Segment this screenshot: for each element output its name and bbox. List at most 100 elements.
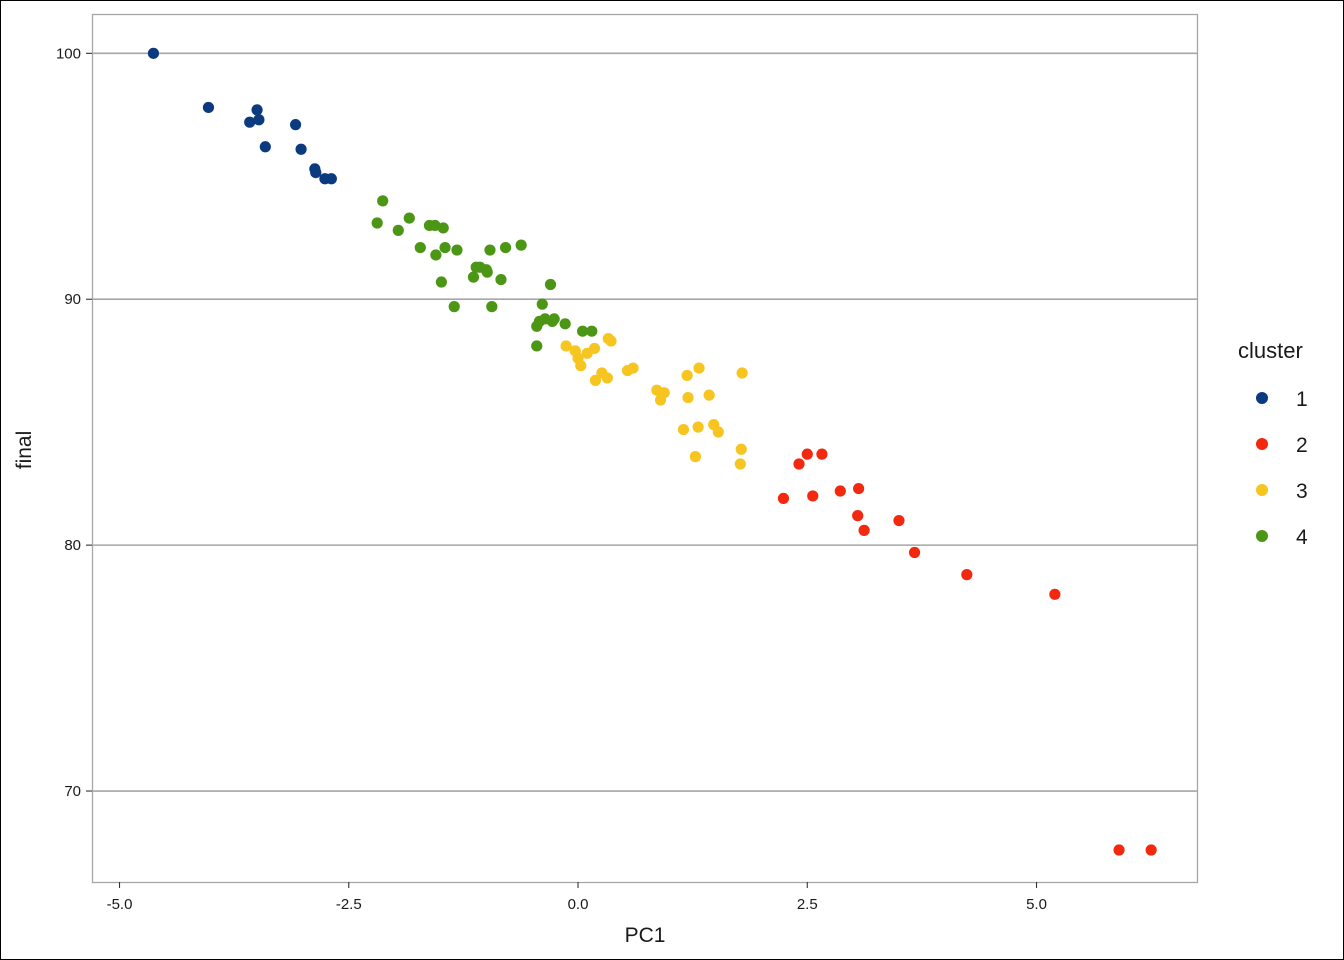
data-point [377,195,389,207]
data-point [693,362,705,374]
data-point [515,239,527,251]
data-point [605,335,617,347]
data-point [682,391,694,404]
data-point [251,104,263,116]
data-point [853,482,865,495]
data-point [295,143,307,155]
data-point [495,273,507,286]
data-point [430,249,442,261]
y-axis: 70 80 90 100 [56,45,92,800]
data-point [577,325,589,337]
data-point [435,276,447,288]
plot-panel [91,13,1199,884]
series-cluster-3 [560,332,748,470]
data-point [734,458,746,470]
y-tick-label: 90 [64,291,81,308]
legend-key-4 [1256,530,1268,542]
data-point [531,340,543,352]
data-point [793,458,805,470]
data-point [560,340,572,352]
data-point [627,362,639,374]
legend-key-3 [1256,484,1268,496]
x-tick-label: 0.0 [568,896,589,913]
legend-label-2: 2 [1296,434,1308,457]
data-point [1145,844,1157,856]
data-point [467,271,480,283]
data-point [703,389,715,401]
data-point [589,374,602,386]
data-point [253,114,265,126]
data-point [712,426,724,438]
gridlines [92,52,1197,792]
data-point [677,423,690,436]
data-point [414,241,426,254]
data-point [244,116,256,128]
x-tick-label: -2.5 [336,896,362,913]
data-point [816,448,828,460]
y-tick-label: 100 [56,45,81,62]
data-point [451,244,463,256]
data-point [484,244,496,256]
data-point [852,510,864,522]
data-point [681,369,693,382]
y-axis-title: final [13,431,36,470]
data-point [392,224,404,236]
data-point [1049,588,1061,600]
data-point [586,325,598,337]
data-point [735,443,747,455]
data-point [371,217,383,229]
data-point [1113,844,1125,856]
data-point [325,173,337,185]
data-point [147,47,160,59]
data-point [601,372,613,384]
data-point [961,569,973,581]
legend-title: cluster [1238,338,1303,363]
data-point [202,101,215,114]
x-tick-label: 5.0 [1026,896,1047,913]
series-cluster-4 [371,195,598,352]
data-point [801,448,813,460]
data-point [439,241,451,254]
data-point [908,546,921,559]
data-point [310,167,322,179]
data-point [807,490,819,502]
data-point [559,318,571,330]
data-point [689,451,701,463]
data-point [777,492,790,505]
x-tick-label: 2.5 [797,896,818,913]
data-point [658,387,670,399]
data-point [448,301,460,313]
data-point [259,141,271,153]
data-point [575,360,587,372]
data-point [499,241,512,254]
series-cluster-1 [147,47,337,185]
data-point [834,485,846,497]
legend-key-2 [1256,438,1268,450]
legend: cluster 1 2 3 4 [1238,338,1308,549]
data-point [544,278,557,291]
legend-label-1: 1 [1296,388,1308,411]
y-tick-label: 70 [64,783,81,800]
x-axis: -5.0 -2.5 0.0 2.5 5.0 [107,882,1047,913]
data-point [486,301,498,313]
data-point [289,119,302,131]
data-point [536,298,548,310]
data-point [588,342,601,355]
data-point [437,222,449,234]
data-point [481,266,493,278]
data-point [893,514,905,527]
x-tick-label: -5.0 [107,896,133,913]
legend-label-4: 4 [1296,526,1308,549]
legend-key-1 [1256,392,1268,404]
data-point [548,313,560,325]
data-point [736,367,748,379]
legend-label-3: 3 [1296,480,1308,503]
y-tick-label: 80 [64,537,81,554]
x-axis-title: PC1 [625,924,666,947]
data-point [403,212,415,224]
data-point [692,421,704,433]
series-cluster-2 [777,448,1157,856]
data-point [858,524,870,536]
